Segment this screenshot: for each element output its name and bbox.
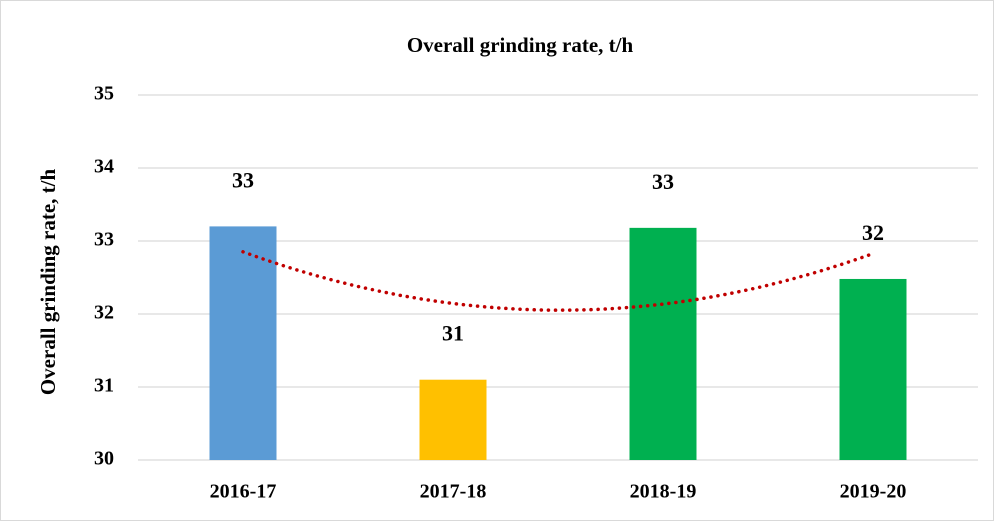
- chart-title: Overall grinding rate, t/h: [407, 33, 634, 57]
- bar: [839, 278, 907, 460]
- data-label: 33: [652, 169, 674, 194]
- x-tick-label: 2017-18: [420, 481, 487, 503]
- y-tick-label: 35: [94, 83, 114, 105]
- y-tick-label: 31: [94, 375, 114, 397]
- y-tick-label: 33: [94, 229, 114, 251]
- data-label: 32: [862, 220, 884, 245]
- trendline: [241, 250, 875, 312]
- y-tick-label: 30: [94, 448, 114, 470]
- data-label: 33: [232, 167, 254, 192]
- data-label: 31: [442, 321, 464, 346]
- x-tick-label: 2018-19: [630, 481, 697, 503]
- x-tick-label: 2016-17: [210, 481, 277, 503]
- y-tick-label: 32: [94, 302, 114, 324]
- bar: [419, 379, 487, 460]
- y-tick-label: 34: [94, 156, 114, 178]
- bar: [629, 227, 697, 460]
- bar: [209, 226, 277, 460]
- x-tick-label: 2019-20: [840, 481, 907, 503]
- y-axis-label: Overall grinding rate, t/h: [36, 169, 60, 396]
